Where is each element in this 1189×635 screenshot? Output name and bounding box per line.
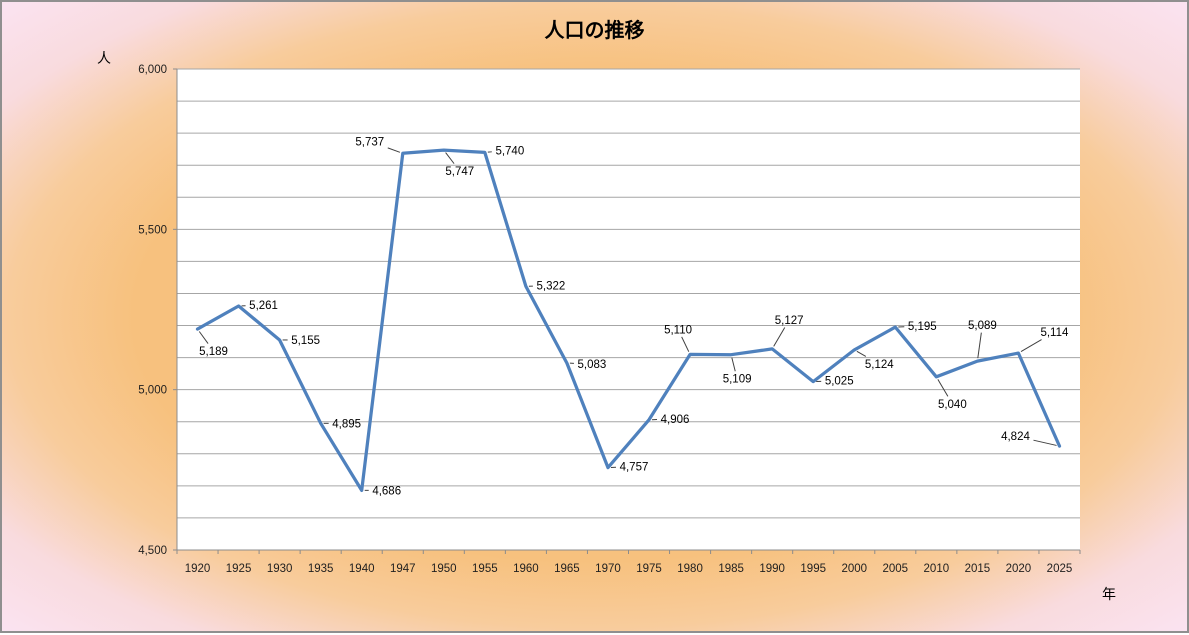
x-axis-tick-label: 1980 <box>677 563 703 575</box>
x-axis-tick-label: 1930 <box>267 563 293 575</box>
data-point-label: 5,127 <box>775 315 804 327</box>
plot-area <box>177 69 1080 551</box>
data-point-label: 4,824 <box>1001 431 1030 443</box>
x-axis-tick-label: 1960 <box>513 563 539 575</box>
x-axis-tick-label: 1975 <box>636 563 662 575</box>
y-axis-tick-label: 4,500 <box>138 545 167 557</box>
x-axis-tick-label: 1947 <box>390 563 416 575</box>
data-point-label: 5,155 <box>291 335 320 347</box>
x-axis-tick-label: 1965 <box>554 563 580 575</box>
data-point-label: 5,109 <box>723 374 752 386</box>
x-axis-tick-label: 2000 <box>841 563 867 575</box>
data-point-label: 5,189 <box>199 346 228 358</box>
data-point-label: 5,322 <box>536 280 565 292</box>
data-point-label: 4,906 <box>661 414 690 426</box>
x-axis-tick-label: 1995 <box>800 563 826 575</box>
x-axis-tick-label: 1955 <box>472 563 498 575</box>
x-axis-tick-label: 2015 <box>965 563 991 575</box>
x-axis-tick-label: 2020 <box>1006 563 1032 575</box>
y-axis-tick-label: 6,000 <box>138 64 167 76</box>
data-point-label: 5,040 <box>938 399 967 411</box>
y-axis-tick-label: 5,500 <box>138 224 167 236</box>
data-point-label: 5,025 <box>825 376 854 388</box>
data-point-label: 5,089 <box>968 320 997 332</box>
data-point-label: 4,686 <box>372 485 401 497</box>
data-point-label: 5,261 <box>249 300 278 312</box>
data-point-label: 5,747 <box>445 166 474 178</box>
x-axis-tick-label: 1990 <box>759 563 785 575</box>
data-point-label: 4,757 <box>620 462 649 474</box>
x-axis-tick-label: 2010 <box>924 563 950 575</box>
x-axis-tick-label: 1970 <box>595 563 621 575</box>
x-axis-tick-label: 1935 <box>308 563 334 575</box>
data-point-label: 5,110 <box>664 324 692 336</box>
x-axis-tick-label: 1950 <box>431 563 457 575</box>
data-point-label: 5,740 <box>495 145 524 157</box>
data-point-label: 5,083 <box>578 359 607 371</box>
data-point-label: 5,124 <box>865 359 894 371</box>
x-axis-tick-label: 2005 <box>882 563 908 575</box>
data-point-label: 5,195 <box>908 321 937 333</box>
y-axis-tick-label: 5,000 <box>138 385 167 397</box>
x-axis-tick-label: 1985 <box>718 563 744 575</box>
data-point-label: 4,895 <box>332 418 361 430</box>
x-axis-tick-label: 2025 <box>1047 563 1073 575</box>
data-point-label: 5,737 <box>355 136 384 148</box>
x-axis-tick-label: 1925 <box>226 563 252 575</box>
data-point-label: 5,114 <box>1040 327 1069 339</box>
x-axis-tick-label: 1940 <box>349 563 375 575</box>
x-axis-tick-label: 1920 <box>185 563 211 575</box>
